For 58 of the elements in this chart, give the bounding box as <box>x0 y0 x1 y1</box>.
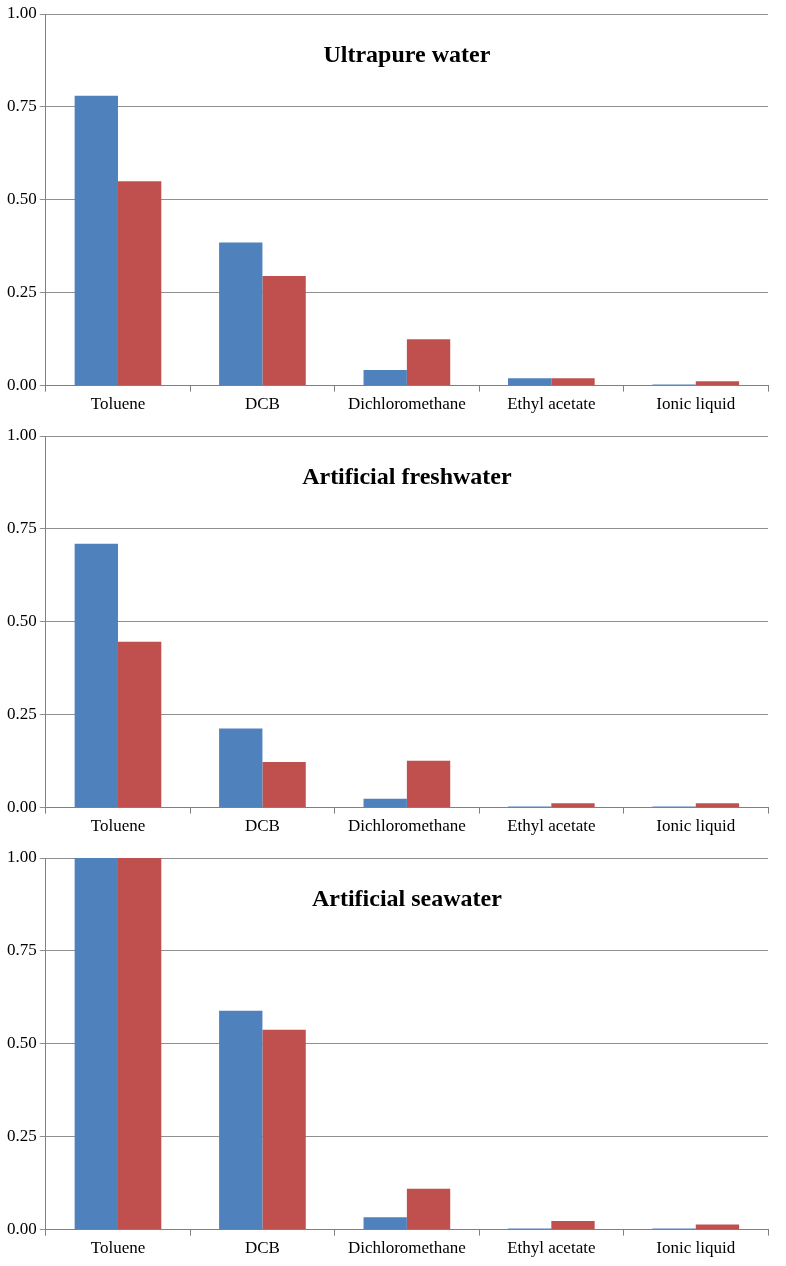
y-tick-label: 0.75 <box>7 96 37 116</box>
bar <box>74 858 118 1230</box>
x-tick-label: Ethyl acetate <box>507 1238 596 1258</box>
bar <box>363 798 407 808</box>
y-tick-label: 0.50 <box>7 611 37 631</box>
x-tick-label: Dichloromethane <box>347 394 466 414</box>
bar <box>219 242 263 386</box>
x-tick-label: Ionic liquid <box>656 816 736 836</box>
y-tick-label: 0.25 <box>7 1126 37 1146</box>
bar <box>551 1221 595 1230</box>
x-tick-label: Dichloromethane <box>347 1238 466 1258</box>
x-tick-label: Toluene <box>90 394 146 414</box>
y-tick-label: 1.00 <box>7 3 37 23</box>
x-tick-label: Ethyl acetate <box>507 394 596 414</box>
y-tick-label: 1.00 <box>7 425 37 445</box>
bar <box>695 803 740 808</box>
bar <box>406 339 451 386</box>
bar <box>363 1217 407 1230</box>
x-tick-label: Ethyl acetate <box>507 816 596 836</box>
x-tick-label: Dichloromethane <box>347 816 466 836</box>
x-tick-label: Toluene <box>90 816 146 836</box>
text: Ultrapure water <box>323 41 491 68</box>
bar <box>551 378 595 386</box>
y-tick-label: 0.75 <box>7 518 37 538</box>
y-tick-label: 0.50 <box>7 1033 37 1053</box>
bar <box>363 369 407 386</box>
bar <box>117 181 162 386</box>
bar <box>695 1224 740 1230</box>
text: Artificial seawater <box>311 885 503 912</box>
bar <box>262 1029 306 1230</box>
x-tick-label: Ionic liquid <box>656 394 736 414</box>
bar <box>406 1188 451 1230</box>
bar <box>262 275 306 386</box>
bar <box>262 761 306 808</box>
text: Artificial freshwater <box>302 463 512 490</box>
bar <box>74 95 118 386</box>
y-tick-label: 0.00 <box>7 375 37 395</box>
y-tick-label: 1.00 <box>7 847 37 867</box>
x-tick-label: DCB <box>244 394 280 414</box>
y-tick-label: 0.75 <box>7 940 37 960</box>
bar <box>551 803 595 808</box>
x-tick-label: DCB <box>244 1238 280 1258</box>
bar <box>695 381 740 386</box>
x-tick-label: Ionic liquid <box>656 1238 736 1258</box>
bar <box>117 641 162 808</box>
bar <box>406 760 451 808</box>
bar <box>507 378 552 386</box>
x-tick-label: Toluene <box>90 1238 146 1258</box>
bar <box>74 543 118 808</box>
bar <box>219 728 263 808</box>
y-tick-label: 0.25 <box>7 282 37 302</box>
y-tick-label: 0.25 <box>7 704 37 724</box>
y-tick-label: 0.00 <box>7 1219 37 1239</box>
x-tick-label: DCB <box>244 816 280 836</box>
bar <box>219 1010 263 1230</box>
bar <box>117 858 162 1230</box>
y-tick-label: 0.00 <box>7 797 37 817</box>
y-tick-label: 0.50 <box>7 189 37 209</box>
